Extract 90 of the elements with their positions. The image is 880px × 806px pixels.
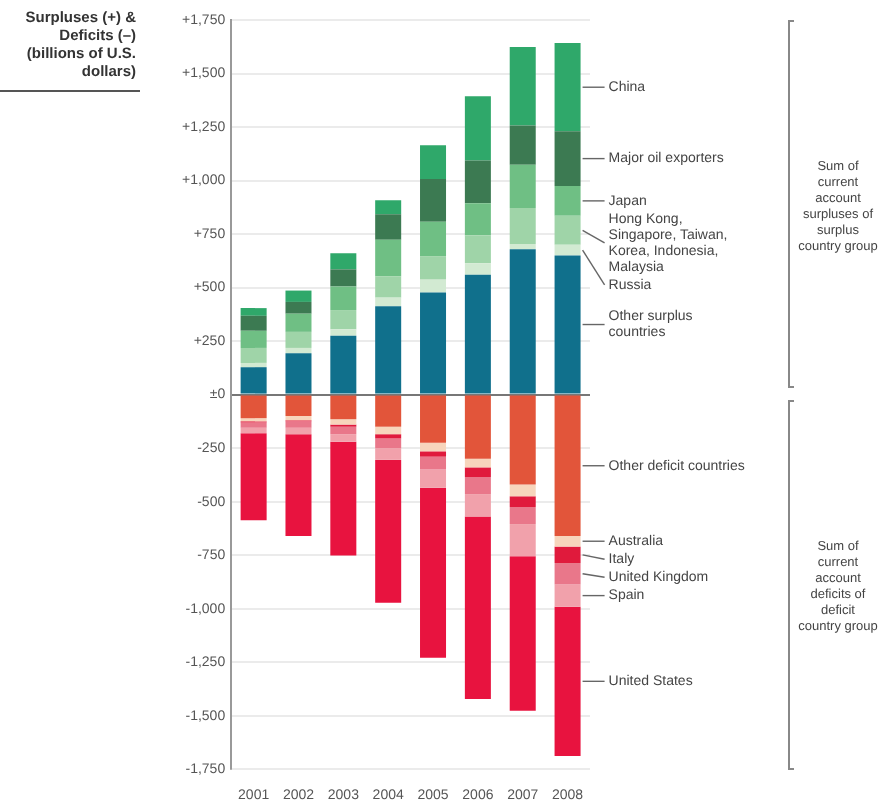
bar [420, 145, 447, 180]
bar [240, 427, 267, 434]
bar [375, 426, 402, 435]
bar [240, 362, 267, 368]
bar [240, 422, 267, 428]
bar [375, 306, 402, 394]
bar [240, 347, 267, 363]
bar [420, 395, 447, 443]
bar [464, 467, 491, 478]
bar [330, 286, 357, 311]
bar [464, 235, 491, 264]
bar [375, 200, 402, 215]
bar [330, 310, 357, 330]
bar [420, 221, 447, 257]
bar [464, 160, 491, 204]
bar [464, 203, 491, 236]
bar [554, 395, 581, 536]
bar [375, 239, 402, 277]
bar [285, 421, 312, 428]
bar [464, 477, 491, 495]
bar [420, 487, 447, 658]
bar [375, 297, 402, 307]
bar [554, 185, 581, 216]
bar [330, 329, 357, 336]
bar [375, 214, 402, 240]
bar [330, 419, 357, 425]
bar [330, 253, 357, 270]
bar [509, 484, 536, 497]
bar [285, 427, 312, 435]
bar [285, 301, 312, 314]
bar [420, 179, 447, 222]
bar [375, 438, 402, 449]
bar [285, 290, 312, 302]
bar [554, 606, 581, 756]
bar [330, 441, 357, 556]
bar [330, 269, 357, 287]
bar [420, 451, 447, 457]
bar [554, 131, 581, 186]
bar [420, 442, 447, 452]
bar [509, 125, 536, 165]
bar [464, 274, 491, 394]
bar [554, 43, 581, 132]
bar [464, 96, 491, 161]
bar [464, 458, 491, 468]
bar [285, 353, 312, 394]
bar [509, 249, 536, 394]
bar [509, 496, 536, 507]
bar [464, 516, 491, 699]
bar [240, 367, 267, 394]
bar [240, 433, 267, 521]
bar [285, 313, 312, 332]
bar [420, 279, 447, 293]
bar [420, 256, 447, 280]
bar [375, 459, 402, 603]
bar [330, 434, 357, 442]
bar [464, 395, 491, 459]
bar [554, 584, 581, 607]
bar [509, 395, 536, 485]
bar [509, 164, 536, 208]
bar [554, 563, 581, 585]
bar [375, 395, 402, 427]
bar [330, 426, 357, 435]
bar [285, 331, 312, 348]
bar [240, 330, 267, 348]
bar [240, 308, 267, 316]
bar [330, 395, 357, 420]
bar [509, 524, 536, 557]
bar [464, 263, 491, 275]
bar [420, 292, 447, 394]
bar [330, 335, 357, 394]
bar [554, 535, 581, 547]
bar [554, 244, 581, 256]
bar [509, 556, 536, 711]
bar [375, 276, 402, 298]
bar [285, 395, 312, 417]
bar [554, 215, 581, 245]
bar [375, 448, 402, 460]
bar [420, 469, 447, 488]
bar [509, 46, 536, 126]
bar [554, 255, 581, 394]
bar [509, 207, 536, 244]
bar [509, 506, 536, 525]
bar [464, 494, 491, 517]
bar [240, 395, 267, 419]
bar [285, 434, 312, 536]
bar [509, 243, 536, 250]
bar [285, 347, 312, 354]
bar [554, 546, 581, 564]
bar [420, 456, 447, 470]
bar [240, 315, 267, 331]
